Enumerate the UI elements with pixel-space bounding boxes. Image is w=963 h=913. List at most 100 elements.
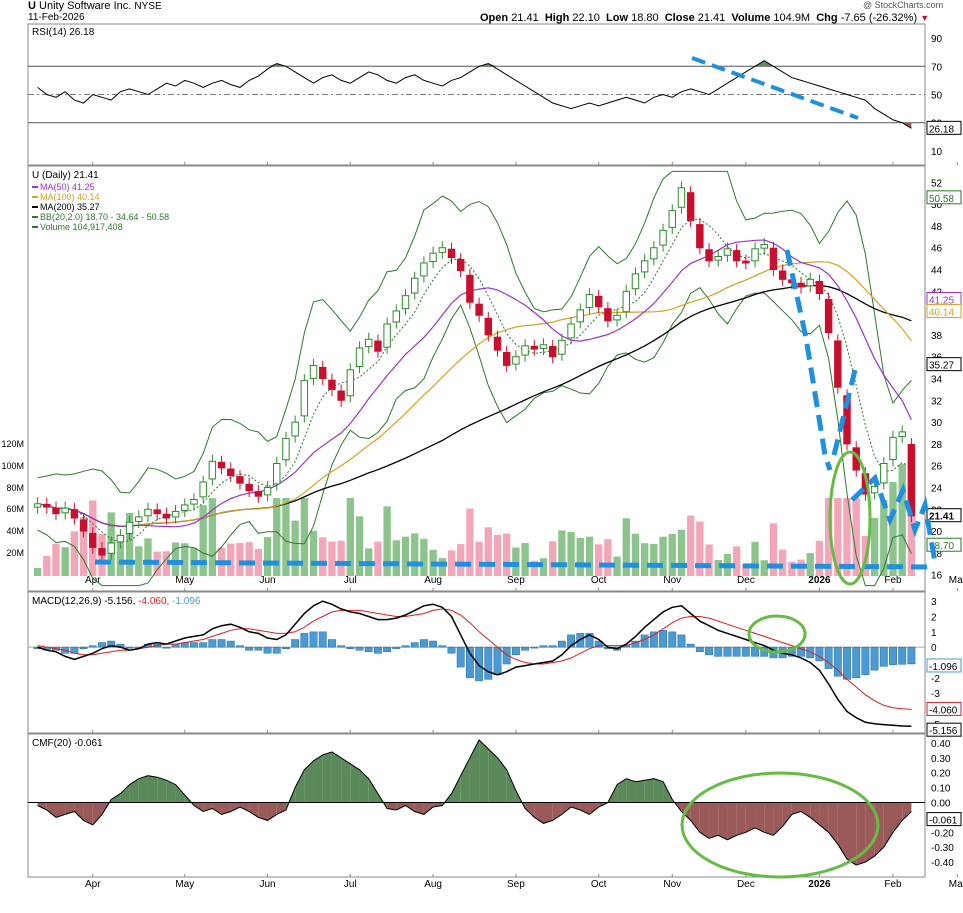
y-tick-label: -2 bbox=[931, 674, 940, 685]
volume-bar bbox=[300, 498, 309, 576]
macd-histogram-bar bbox=[493, 646, 502, 676]
cmf-area-segment bbox=[506, 769, 516, 803]
price-candle bbox=[604, 308, 612, 322]
y-tick-label: 3 bbox=[931, 597, 937, 608]
x-tick-label: Sep bbox=[507, 575, 525, 586]
rsi-line bbox=[37, 60, 912, 129]
volume-tick-label: 100M bbox=[1, 461, 24, 471]
cmf-area-segment bbox=[239, 802, 250, 812]
macd-histogram-bar bbox=[355, 646, 364, 651]
price-candle bbox=[208, 460, 217, 480]
price-candle bbox=[484, 317, 493, 336]
volume-bar bbox=[355, 516, 364, 576]
macd-legend-main: MACD(12,26,9) -5.156, bbox=[32, 596, 138, 607]
x-tick-label: Aug bbox=[424, 879, 442, 890]
volume-bar bbox=[788, 561, 796, 576]
macd-histogram-bar bbox=[521, 646, 530, 651]
price-candle bbox=[732, 250, 741, 262]
legend-entry: MA(100) 40.14 bbox=[40, 192, 100, 202]
cmf-area-segment bbox=[727, 802, 737, 840]
price-candle bbox=[89, 533, 97, 548]
y-tick-label: 70 bbox=[931, 62, 943, 73]
volume-tick-label: 40M bbox=[6, 526, 24, 536]
close-label: Close bbox=[664, 12, 695, 24]
macd-histogram-bar bbox=[594, 640, 603, 648]
cmf-area-segment bbox=[120, 784, 130, 803]
cmf-area-segment bbox=[157, 777, 167, 803]
y-tick-label: -0.20 bbox=[931, 828, 954, 839]
volume-bar bbox=[650, 543, 658, 576]
volume-bar bbox=[686, 515, 695, 576]
macd-histogram-bar bbox=[797, 646, 805, 657]
price-candle bbox=[153, 509, 161, 515]
cmf-area-segment bbox=[331, 751, 342, 803]
cmf-area-segment bbox=[534, 802, 544, 824]
volume-bar bbox=[273, 498, 281, 576]
value-tag-box bbox=[926, 537, 962, 552]
macd-line bbox=[37, 600, 912, 727]
cmf-area-segment bbox=[359, 769, 369, 803]
volume-bar bbox=[898, 464, 906, 576]
cmf-area-segment bbox=[755, 802, 765, 833]
price-candle bbox=[291, 421, 299, 437]
macd-histogram-bar bbox=[328, 639, 336, 648]
price-candle bbox=[254, 491, 263, 497]
price-candle bbox=[98, 548, 106, 556]
value-tag-box bbox=[926, 812, 962, 827]
volume-bar bbox=[337, 540, 345, 576]
y-tick-label: 26 bbox=[931, 462, 943, 473]
price-candle bbox=[576, 309, 584, 323]
volume-bar bbox=[291, 520, 299, 576]
price-candle bbox=[668, 210, 676, 228]
macd-histogram-bar bbox=[879, 646, 888, 667]
price-candle bbox=[328, 379, 336, 390]
volume-bar bbox=[447, 550, 456, 576]
volume-bar bbox=[319, 537, 327, 576]
volume-bar bbox=[806, 553, 814, 576]
cmf-area-segment bbox=[193, 802, 204, 812]
y-tick-label: 0.40 bbox=[931, 739, 951, 750]
macd-histogram-bar bbox=[567, 634, 576, 648]
price-candle bbox=[521, 345, 529, 356]
x-tick-label: Jun bbox=[259, 575, 275, 586]
x-tick-label: Aug bbox=[424, 575, 442, 586]
price-candle bbox=[696, 224, 704, 249]
volume-tick-label: 120M bbox=[1, 439, 24, 449]
ticker-symbol: U bbox=[28, 0, 36, 12]
macd-histogram-bar bbox=[79, 646, 88, 649]
cmf-area-segment bbox=[276, 802, 286, 815]
macd-histogram-bar bbox=[659, 630, 667, 648]
y-tick-label: 18 bbox=[931, 549, 943, 560]
price-candle bbox=[420, 262, 428, 277]
macd-histogram-bar bbox=[226, 640, 235, 648]
cmf-area-segment bbox=[111, 793, 121, 803]
cmf-area-segment bbox=[37, 802, 47, 810]
macd-histogram-bar bbox=[291, 639, 300, 648]
bounce-annotation bbox=[831, 369, 858, 456]
volume-bar bbox=[346, 498, 355, 576]
macd-histogram-bar bbox=[410, 642, 419, 648]
volume-bar bbox=[567, 532, 575, 576]
y-tick-label: 30 bbox=[931, 418, 943, 429]
cmf-area-segment bbox=[644, 778, 654, 803]
y-tick-label: 1 bbox=[931, 628, 937, 639]
rsi-trendline-annotation bbox=[691, 56, 859, 120]
panel-frame-macd bbox=[27, 591, 926, 734]
y-tick-label: 0.20 bbox=[931, 769, 951, 780]
volume-bar bbox=[208, 498, 217, 576]
price-candle bbox=[640, 260, 649, 273]
ma50-line bbox=[37, 239, 912, 528]
y-tick-label: 0.30 bbox=[931, 754, 951, 765]
macd-histogram-bar bbox=[695, 646, 704, 653]
legend-entry: BB(20,2.0) 18.70 - 34.64 - 50.58 bbox=[40, 212, 169, 222]
exchange: NYSE bbox=[134, 1, 162, 12]
cmf-area-segment bbox=[837, 802, 848, 860]
cmf-area-segment bbox=[690, 802, 700, 833]
value-tag-label: 18.70 bbox=[929, 541, 954, 552]
volume-bar bbox=[576, 538, 584, 576]
x-tick-label: May bbox=[175, 575, 194, 586]
macd-histogram-bar bbox=[741, 646, 750, 657]
value-tag-box bbox=[926, 357, 962, 372]
macd-legend-signal: -4.060, bbox=[138, 596, 172, 607]
high-value: 22.10 bbox=[572, 12, 600, 24]
